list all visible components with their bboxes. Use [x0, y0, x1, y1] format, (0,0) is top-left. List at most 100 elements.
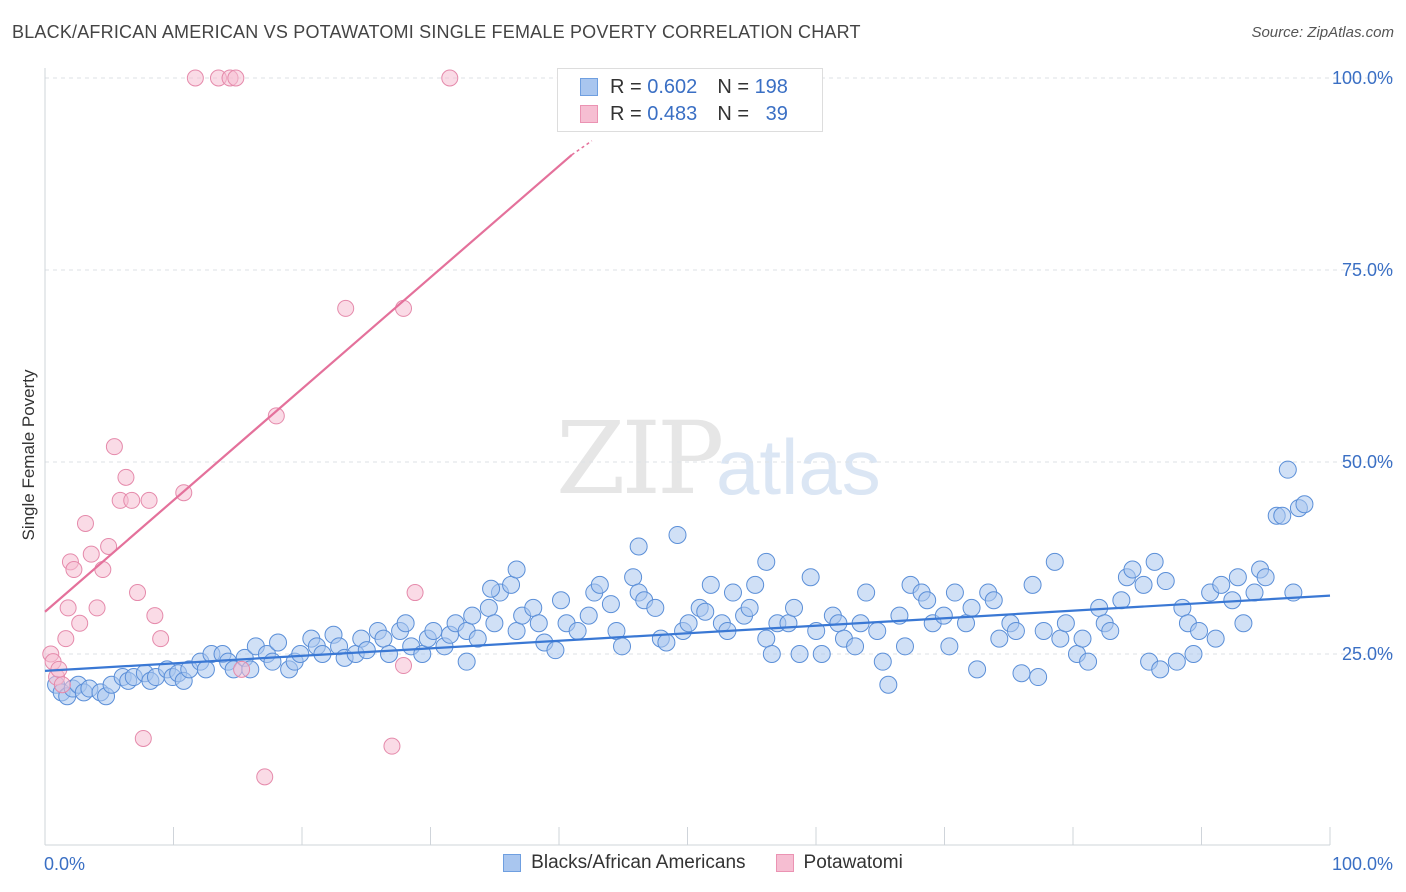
data-point-blacks	[1273, 506, 1292, 525]
data-point-blacks	[879, 675, 898, 694]
data-point-blacks	[601, 595, 620, 614]
data-point-potawatomi	[337, 299, 355, 317]
data-point-potawatomi	[117, 468, 135, 486]
data-point-blacks	[1212, 575, 1231, 594]
data-point-potawatomi	[94, 561, 112, 579]
y-tick-label: 25.0%	[1342, 644, 1393, 664]
data-point-potawatomi	[227, 69, 245, 87]
legend-row-blacks: R = 0.602 N = 198	[580, 75, 788, 99]
data-point-blacks	[196, 660, 215, 679]
data-point-potawatomi	[140, 491, 158, 509]
data-point-blacks	[801, 568, 820, 587]
data-point-blacks	[696, 602, 715, 621]
data-point-blacks	[657, 633, 676, 652]
r-label: R =	[610, 102, 642, 125]
data-point-blacks	[457, 652, 476, 671]
n-value-potawatomi: 39	[765, 102, 788, 125]
legend-swatch-pink	[775, 854, 794, 872]
data-point-blacks	[779, 614, 798, 633]
data-point-blacks	[1034, 621, 1053, 640]
data-point-blacks	[679, 614, 698, 633]
data-point-blacks	[1145, 552, 1164, 571]
data-point-blacks	[757, 552, 776, 571]
data-point-blacks	[507, 621, 526, 640]
data-point-blacks	[269, 633, 288, 652]
data-point-blacks	[873, 652, 892, 671]
data-point-blacks	[1245, 583, 1264, 602]
watermark-atlas: atlas	[716, 423, 881, 511]
series-potawatomi-points	[42, 69, 684, 786]
data-point-blacks	[1079, 652, 1098, 671]
data-point-potawatomi	[105, 438, 123, 456]
data-point-potawatomi	[57, 630, 75, 648]
data-point-blacks	[1006, 621, 1025, 640]
data-point-blacks	[723, 583, 742, 602]
data-point-potawatomi	[134, 729, 152, 747]
data-point-potawatomi	[82, 545, 100, 563]
data-point-blacks	[507, 560, 526, 579]
data-point-blacks	[1101, 621, 1120, 640]
data-point-blacks	[1073, 629, 1092, 648]
data-point-blacks	[1278, 460, 1297, 479]
data-point-blacks	[529, 614, 548, 633]
data-point-blacks	[1134, 575, 1153, 594]
data-point-potawatomi	[146, 607, 164, 625]
data-point-blacks	[579, 606, 598, 625]
data-point-blacks	[424, 621, 443, 640]
n-label: N =	[717, 75, 749, 98]
n-label: N =	[717, 102, 749, 125]
x-tick-label: 0.0%	[44, 854, 85, 874]
data-point-potawatomi	[441, 69, 459, 87]
data-point-blacks	[482, 579, 501, 598]
legend-row-potawatomi: R = 0.483 N = 39	[580, 102, 788, 126]
axes	[44, 68, 1331, 846]
data-point-blacks	[1228, 568, 1247, 587]
data-point-blacks	[857, 583, 876, 602]
data-point-blacks	[1151, 660, 1170, 679]
data-point-blacks	[785, 598, 804, 617]
data-point-potawatomi	[88, 599, 106, 617]
data-point-potawatomi	[100, 537, 118, 555]
data-point-potawatomi	[53, 676, 71, 694]
data-point-blacks	[918, 591, 937, 610]
data-point-blacks	[479, 598, 498, 617]
data-point-blacks	[1029, 668, 1048, 687]
trend-line-potawatomi-extension	[571, 140, 593, 156]
tick-labels: 25.0% 50.0% 75.0% 100.0% 0.0% 100.0%	[44, 68, 1393, 874]
legend-swatch-blue	[580, 78, 598, 96]
trend-line-potawatomi	[44, 153, 573, 613]
data-point-blacks	[757, 629, 776, 648]
data-point-blacks	[968, 660, 987, 679]
data-point-potawatomi	[123, 491, 141, 509]
data-point-blacks	[1234, 614, 1253, 633]
data-point-blacks	[1051, 629, 1070, 648]
data-point-blacks	[524, 598, 543, 617]
data-point-blacks	[624, 568, 643, 587]
data-point-blacks	[396, 614, 415, 633]
data-point-blacks	[463, 606, 482, 625]
data-point-blacks	[546, 641, 565, 660]
data-point-blacks	[291, 645, 310, 663]
legend-item-potawatomi: Potawatomi	[775, 852, 903, 874]
data-point-blacks	[1123, 560, 1142, 579]
data-point-potawatomi	[65, 561, 83, 579]
data-point-blacks	[990, 629, 1009, 648]
data-point-potawatomi	[395, 657, 413, 675]
r-value-blacks: 0.602	[647, 75, 698, 98]
data-point-blacks	[357, 641, 376, 660]
data-point-blacks	[1295, 495, 1314, 514]
legend-label-potawatomi: Potawatomi	[803, 852, 903, 873]
data-point-potawatomi	[129, 584, 147, 602]
data-point-blacks	[740, 598, 759, 617]
r-label: R =	[610, 75, 642, 98]
data-point-blacks	[485, 614, 504, 633]
data-point-blacks	[668, 525, 687, 544]
legend-swatch-pink	[580, 105, 598, 123]
data-point-potawatomi	[383, 737, 401, 755]
data-point-blacks	[1156, 572, 1175, 591]
watermark-zip: ZIP	[556, 400, 724, 517]
legend-label-blacks: Blacks/African Americans	[531, 852, 746, 873]
data-point-blacks	[1173, 598, 1192, 617]
data-point-blacks	[468, 629, 487, 648]
